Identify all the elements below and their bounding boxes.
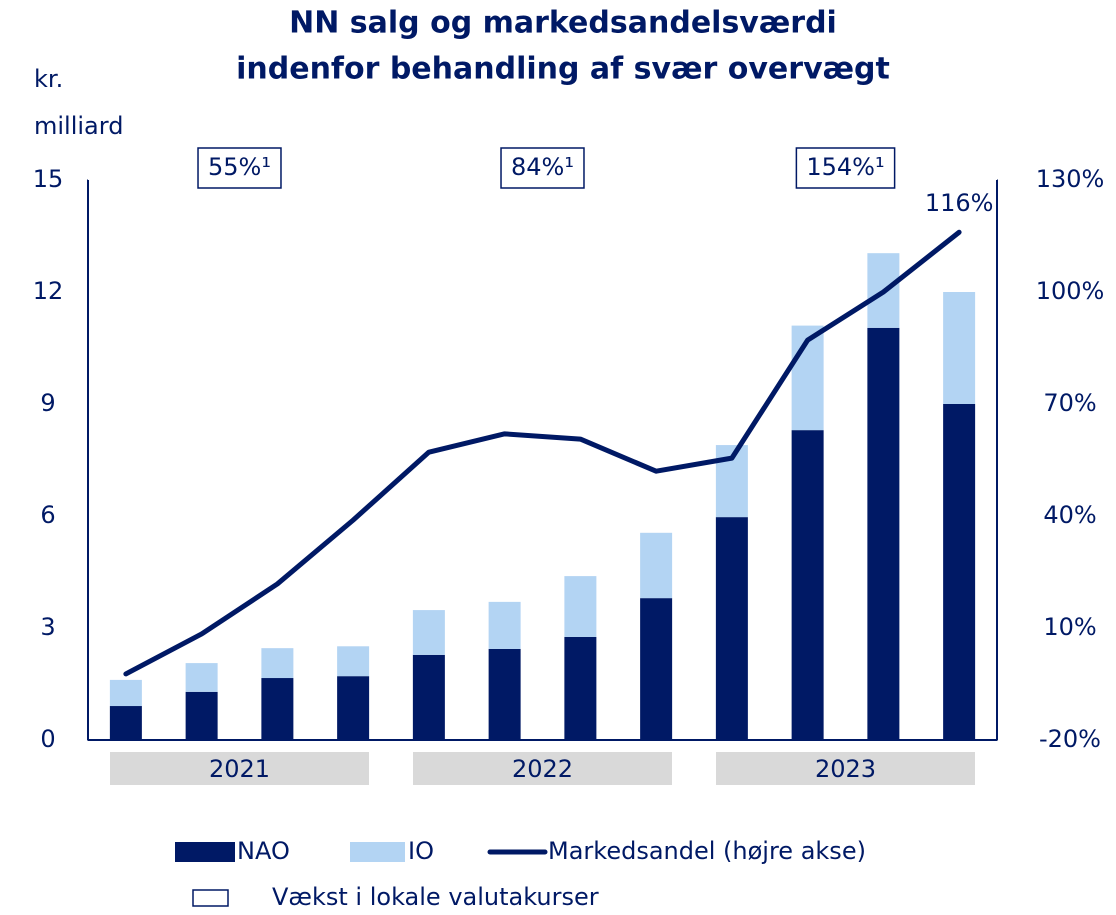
year-label: 2022 [512, 755, 573, 783]
chart-title: NN salg og markedsandelsværdi [289, 6, 837, 41]
bar [185, 691, 218, 740]
y2-tick-label: 100% [1036, 277, 1105, 305]
legend-label: Markedsandel (højre akse) [548, 837, 866, 865]
year-label: 2023 [815, 755, 876, 783]
chart-title: indenfor behandling af svær overvægt [236, 52, 890, 87]
annotation-box [500, 147, 585, 189]
y-axis-label: kr. [34, 65, 63, 93]
bar [715, 517, 748, 740]
annotation: 116% [925, 189, 994, 217]
y2-tick-label: 70% [1043, 389, 1096, 417]
legend-label: IO [408, 837, 434, 865]
bar [109, 706, 142, 740]
bar [867, 327, 900, 740]
bar [185, 663, 218, 692]
legend-label: NAO [237, 837, 290, 865]
bar [943, 292, 976, 404]
bar [261, 648, 294, 679]
bar [261, 678, 294, 740]
annotation-box [795, 147, 896, 189]
bar [564, 576, 597, 637]
bar [412, 654, 445, 740]
bar [791, 430, 824, 740]
bar [640, 598, 673, 740]
y-tick-label: 15 [33, 165, 64, 193]
year-band [413, 752, 672, 785]
bar [943, 404, 976, 740]
y-tick-label: 6 [40, 501, 55, 529]
bar [488, 648, 521, 740]
year-band [110, 752, 369, 785]
legend-label: Vækst i lokale valutakurser [272, 883, 599, 911]
legend-swatch [350, 842, 405, 862]
annotation-box [197, 147, 282, 189]
line [123, 229, 962, 677]
year-label: 2021 [209, 755, 270, 783]
bar [412, 610, 445, 655]
y2-tick-label: 10% [1043, 613, 1096, 641]
y-tick-label: 12 [33, 277, 64, 305]
legend-swatch [175, 842, 235, 862]
y2-tick-label: 130% [1036, 165, 1105, 193]
bar [337, 676, 370, 740]
bar [109, 679, 142, 707]
y-tick-label: 3 [40, 613, 55, 641]
annotation: 55%¹ [208, 153, 271, 181]
y-tick-label: 0 [40, 725, 55, 753]
legend-swatch [192, 889, 229, 907]
bar [564, 636, 597, 740]
bar [337, 646, 370, 677]
y-tick-label: 9 [40, 389, 55, 417]
annotation: 154%¹ [806, 153, 884, 181]
bar [488, 601, 521, 649]
bar [640, 532, 673, 599]
y2-tick-label: 40% [1043, 501, 1096, 529]
y-axis-label: milliard [34, 112, 123, 140]
year-band [716, 752, 975, 785]
y2-tick-label: -20% [1039, 725, 1101, 753]
annotation: 84%¹ [511, 153, 574, 181]
